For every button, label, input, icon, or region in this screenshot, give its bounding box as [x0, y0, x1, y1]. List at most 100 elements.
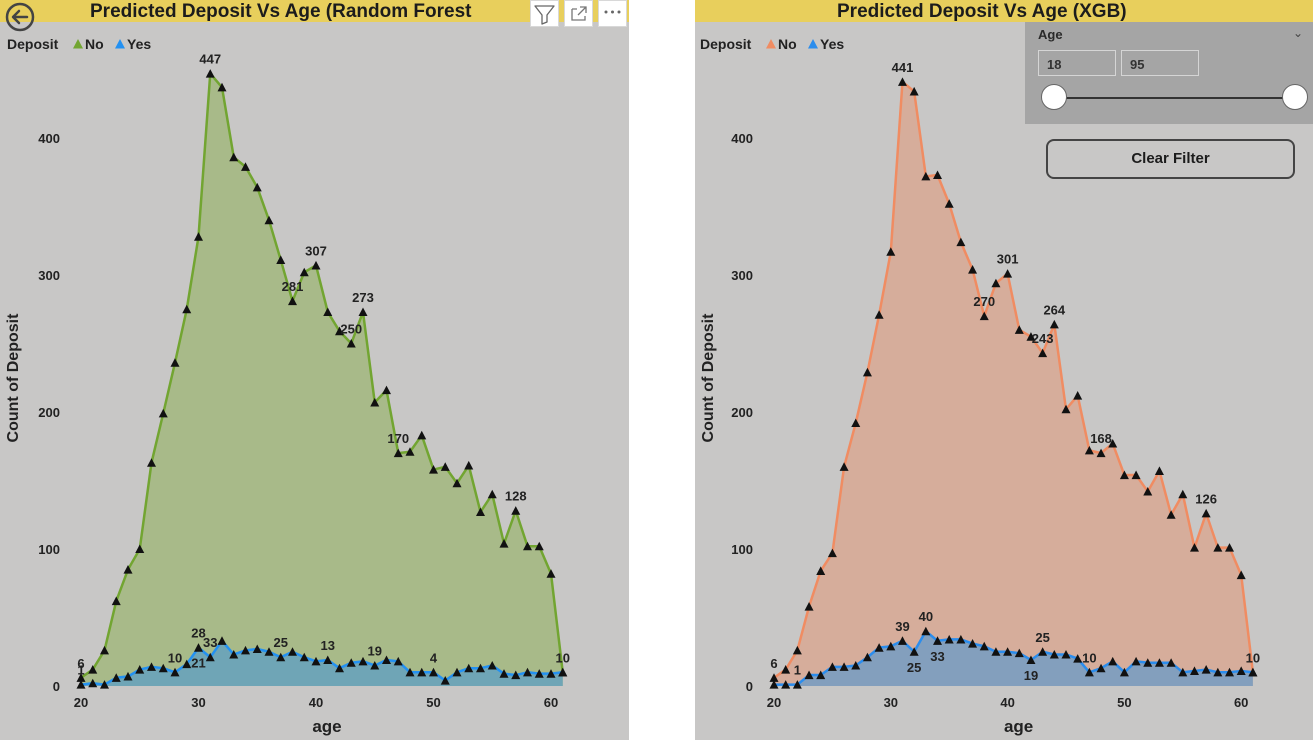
xgb-point-no — [886, 247, 896, 256]
rf-data-label: 250 — [340, 322, 362, 337]
xgb-point-no — [968, 265, 978, 274]
xgb-point-no — [1096, 448, 1106, 458]
xgb-point-yes — [979, 641, 989, 651]
xgb-point-no — [897, 77, 907, 86]
xgb-y-tick-label: 200 — [731, 405, 753, 420]
xgb-legend-marker-yes — [808, 39, 818, 49]
rf-legend-marker-yes — [115, 39, 125, 49]
rf-point-no — [523, 541, 532, 551]
age-slider-track[interactable] — [1053, 97, 1293, 99]
rf-area-no — [81, 73, 563, 687]
xgb-point-no — [1026, 332, 1036, 341]
rf-point-yes — [370, 660, 380, 670]
xgb-chart-title: Predicted Deposit Vs Age (XGB) — [837, 1, 1127, 22]
rf-point-yes — [440, 676, 450, 685]
rf-point-yes — [487, 660, 497, 670]
xgb-point-yes — [769, 680, 779, 689]
rf-x-tick-label: 40 — [309, 695, 323, 710]
xgb-point-yes — [1189, 666, 1199, 675]
age-min-input[interactable]: 18 — [1038, 50, 1116, 76]
xgb-point-yes — [933, 636, 943, 645]
xgb-point-no — [1189, 543, 1199, 552]
xgb-point-yes — [1038, 647, 1048, 656]
rf-data-label: 170 — [387, 431, 409, 446]
xgb-point-yes — [1108, 656, 1118, 666]
xgb-data-label: 270 — [973, 294, 995, 309]
xgb-point-no — [1049, 319, 1059, 329]
xgb-point-yes — [1049, 649, 1059, 659]
rf-point-no — [276, 255, 286, 264]
age-slider-max-handle[interactable] — [1282, 84, 1308, 110]
rf-x-tick-label: 20 — [74, 695, 88, 710]
filter-icon[interactable] — [530, 0, 559, 27]
xgb-y-axis-label: Count of Deposit — [700, 313, 717, 443]
xgb-point-no — [1236, 570, 1246, 580]
xgb-legend-title: Deposit — [700, 36, 752, 52]
rf-x-axis-label: age — [312, 717, 341, 736]
rf-data-label: 13 — [321, 638, 335, 653]
xgb-point-no — [862, 367, 872, 377]
focus-mode-icon[interactable] — [564, 0, 593, 27]
age-max-input[interactable]: 95 — [1121, 50, 1199, 76]
xgb-point-yes — [1003, 647, 1013, 656]
rf-point-yes — [111, 673, 121, 682]
rf-point-yes — [405, 667, 415, 677]
xgb-legend-label-no: No — [778, 36, 797, 52]
rf-point-no — [299, 267, 309, 277]
rf-point-no — [311, 260, 321, 270]
rf-point-no — [417, 430, 427, 440]
rf-point-yes — [88, 678, 98, 688]
rf-data-label: 33 — [203, 635, 217, 650]
rf-point-no — [452, 478, 462, 488]
xgb-data-label: 25 — [907, 660, 921, 675]
rf-data-label: 10 — [556, 650, 570, 665]
rf-point-no — [511, 506, 521, 515]
rf-data-label: 28 — [191, 626, 205, 641]
back-arrow-icon[interactable] — [5, 2, 35, 32]
rf-x-tick-label: 50 — [426, 695, 440, 710]
more-options-icon[interactable] — [598, 0, 627, 27]
age-slider-min-handle[interactable] — [1041, 84, 1067, 110]
xgb-point-no — [1003, 269, 1013, 278]
rf-point-yes — [464, 663, 474, 673]
xgb-point-no — [1143, 486, 1153, 496]
rf-point-no — [499, 539, 509, 548]
xgb-point-yes — [1236, 666, 1246, 675]
rf-point-no — [546, 569, 556, 578]
rf-point-no — [382, 385, 391, 395]
xgb-point-yes — [851, 660, 861, 670]
rf-point-yes — [264, 647, 274, 656]
xgb-point-yes — [1143, 658, 1153, 667]
rf-point-yes — [546, 669, 556, 678]
rf-point-no — [76, 673, 86, 682]
xgb-point-no — [1178, 489, 1188, 499]
xgb-y-tick-label: 400 — [731, 131, 753, 146]
chevron-down-icon[interactable]: ⌄ — [1292, 26, 1303, 40]
xgb-point-no — [781, 665, 791, 674]
xgb-point-yes — [944, 634, 954, 644]
xgb-y-tick-label: 300 — [731, 268, 753, 283]
xgb-chart-panel: Deposit No Yes 0 100 200 300 400 20 30 40 50 60 age Co… — [695, 0, 1313, 740]
xgb-point-yes — [956, 634, 966, 644]
xgb-point-yes — [1014, 648, 1024, 658]
rf-point-yes — [511, 670, 521, 680]
rf-chart-title: Predicted Deposit Vs Age (Random Forest — [90, 1, 472, 22]
rf-data-label: 281 — [282, 279, 304, 294]
rf-point-yes — [158, 663, 168, 673]
rf-point-yes — [194, 643, 203, 652]
xgb-point-yes — [1084, 667, 1094, 677]
clear-filter-button[interactable]: Clear Filter — [1046, 139, 1295, 179]
rf-data-label: 1 — [77, 663, 84, 678]
xgb-point-yes — [816, 670, 826, 680]
xgb-point-yes — [1213, 667, 1223, 677]
rf-point-no — [170, 358, 180, 367]
rf-data-label: 4 — [430, 650, 438, 665]
rf-point-yes — [534, 669, 544, 678]
rf-y-tick-label: 300 — [38, 268, 60, 283]
xgb-point-no — [1119, 470, 1129, 480]
xgb-point-no — [933, 170, 943, 180]
xgb-data-label: 168 — [1090, 431, 1112, 446]
xgb-data-label: 264 — [1043, 302, 1065, 317]
xgb-point-no — [1014, 325, 1024, 334]
rf-point-no — [464, 460, 474, 470]
